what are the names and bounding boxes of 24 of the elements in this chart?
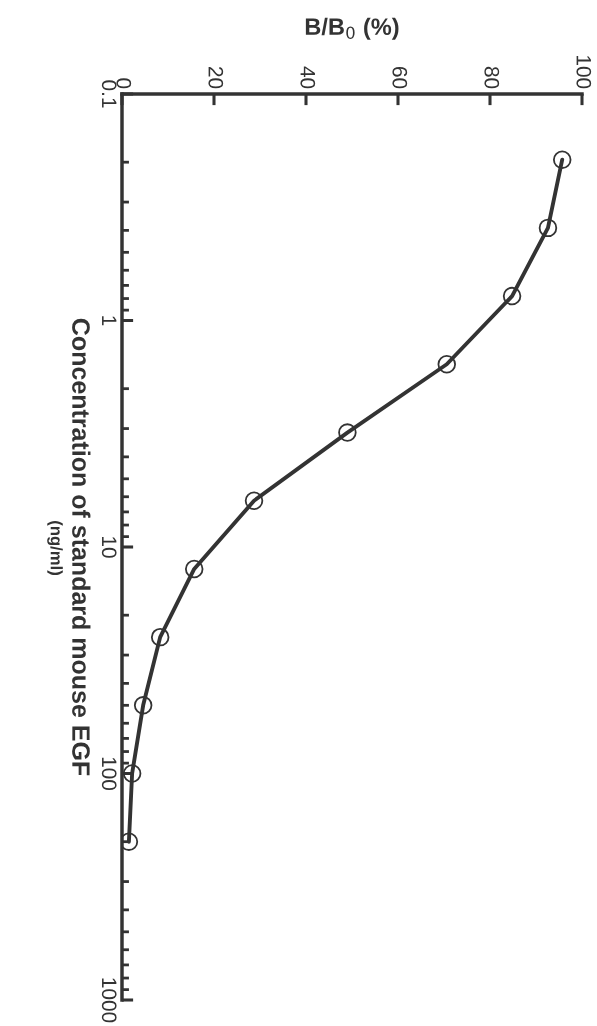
point bbox=[338, 423, 357, 442]
point bbox=[150, 627, 170, 647]
x-tick-label: 40 bbox=[300, 66, 316, 89]
point bbox=[437, 355, 456, 374]
point bbox=[184, 559, 204, 579]
x-tick-label: 0 bbox=[116, 78, 132, 89]
x-axis-title: B/B$_{0}$ (%) bbox=[305, 17, 399, 40]
x-tick-label: 100 bbox=[576, 55, 592, 89]
y-axis-title: Concentration of standard mouse EGF bbox=[72, 318, 91, 776]
y-tick-label: 1 bbox=[102, 316, 117, 326]
y-tick-label: 0.1 bbox=[101, 80, 117, 108]
y-tick-label: 100 bbox=[101, 757, 117, 791]
x-tick-label: 20 bbox=[208, 67, 224, 89]
point bbox=[122, 764, 142, 783]
point bbox=[502, 286, 522, 306]
point bbox=[552, 150, 572, 169]
text: (ng/ml) bbox=[47, 521, 63, 575]
y-tick-label: 10 bbox=[101, 537, 117, 558]
y-tick-label: 1000 bbox=[101, 978, 117, 1023]
point bbox=[244, 491, 264, 511]
x-tick-label: 60 bbox=[392, 67, 408, 89]
x-tick-label: 80 bbox=[484, 66, 500, 89]
point bbox=[133, 696, 153, 715]
point bbox=[538, 218, 558, 238]
